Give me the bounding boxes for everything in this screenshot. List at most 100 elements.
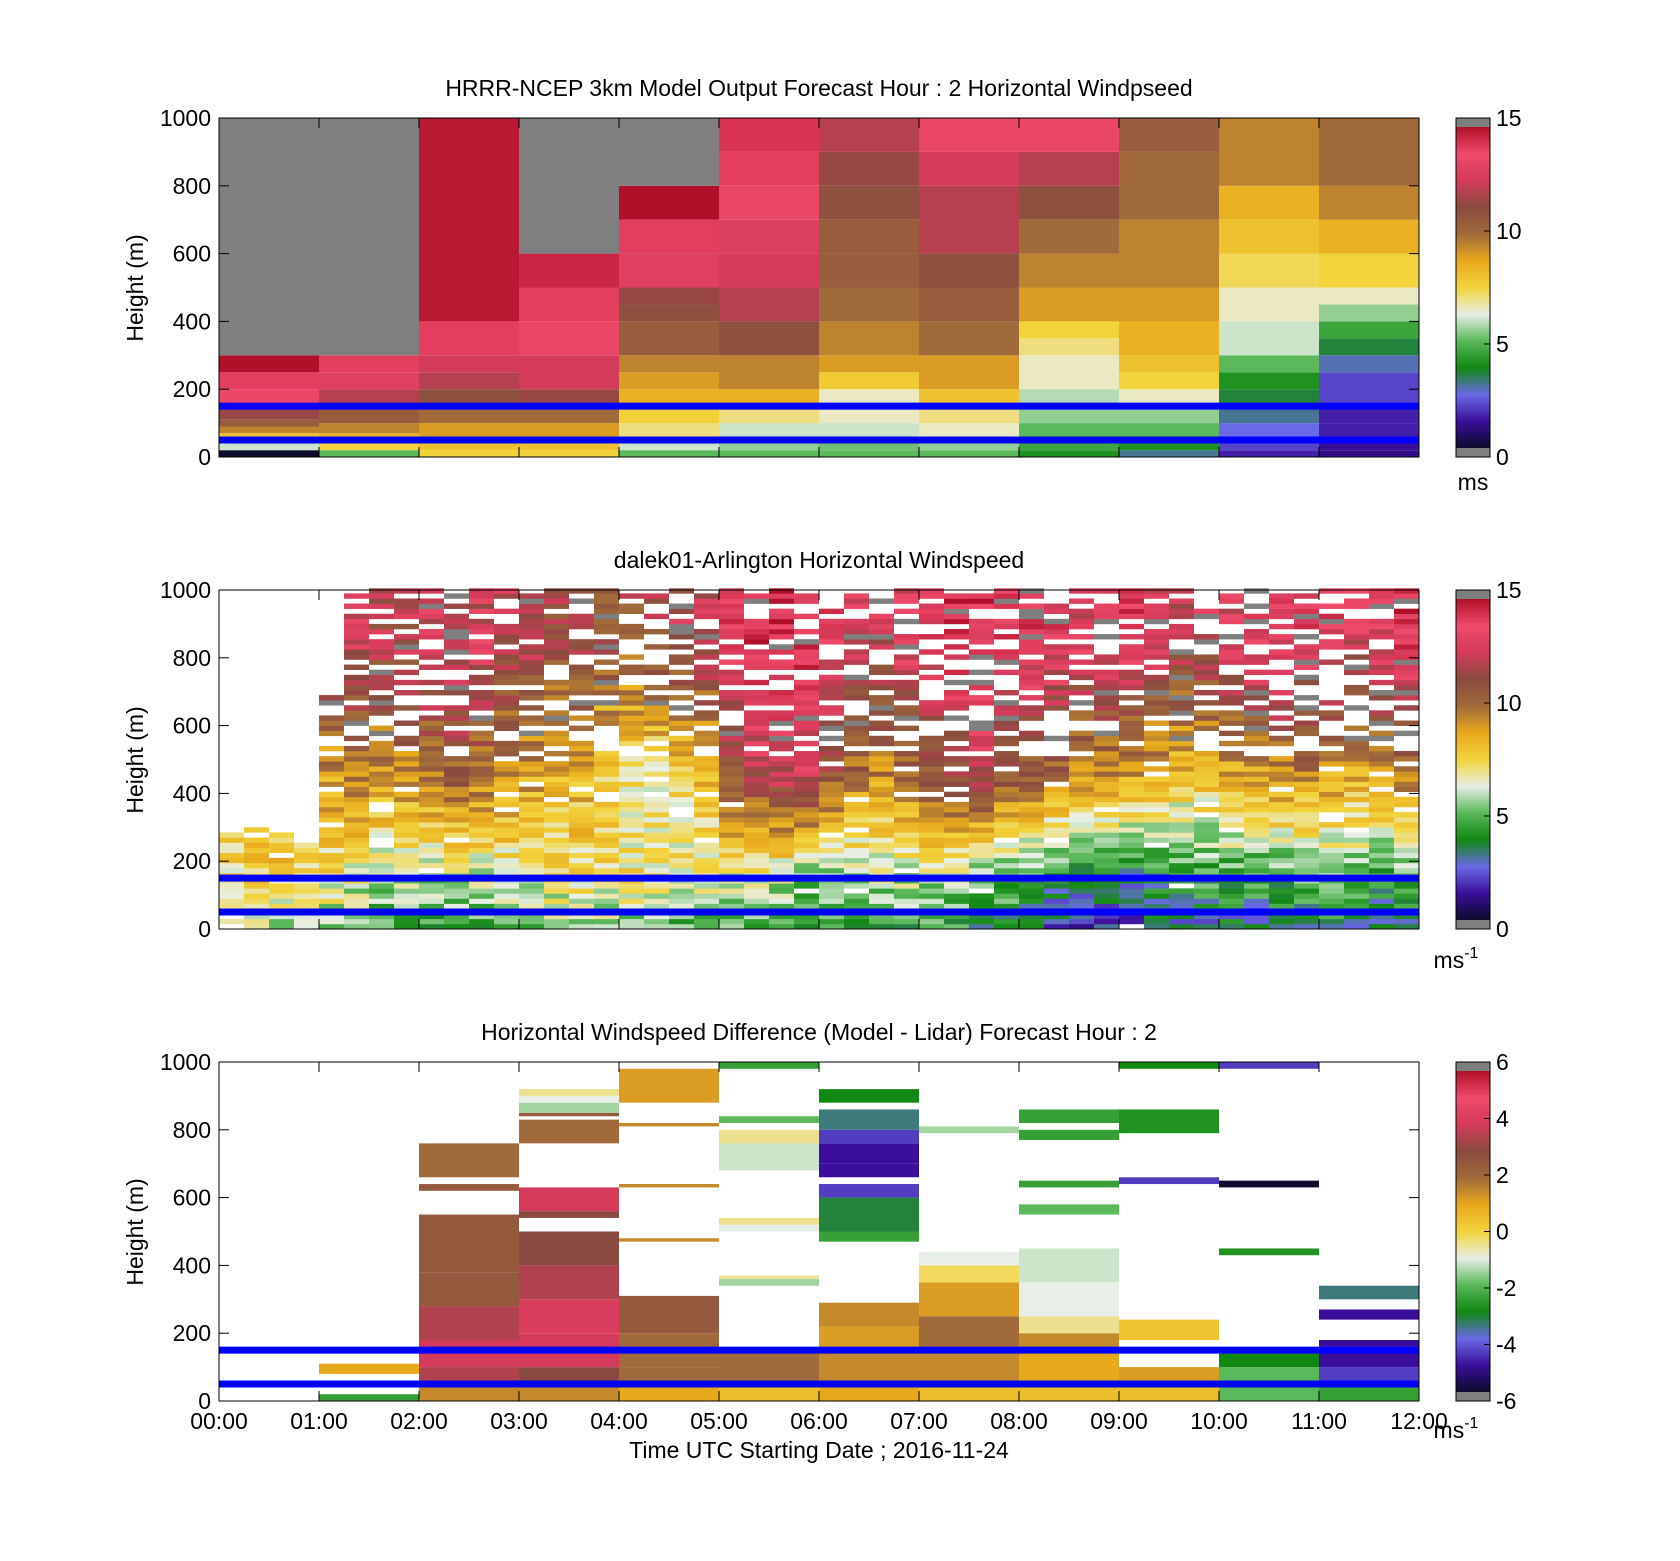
heatmap-cell <box>1094 832 1119 838</box>
heatmap-cell <box>819 684 844 691</box>
heatmap-cell <box>419 888 444 894</box>
heatmap-cell <box>794 649 819 655</box>
heatmap-cell <box>644 715 669 721</box>
heatmap-cell <box>1369 588 1394 594</box>
heatmap-cell <box>919 253 1019 288</box>
heatmap-cell <box>1119 903 1144 909</box>
heatmap-cell <box>794 913 819 920</box>
heatmap-cell <box>1119 603 1144 609</box>
heatmap-cell <box>1069 669 1094 676</box>
heatmap-cell <box>1069 852 1094 859</box>
heatmap-cell <box>669 822 694 828</box>
heatmap-cell <box>1094 751 1119 757</box>
heatmap-cell <box>1194 725 1219 731</box>
heatmap-cell <box>594 649 619 655</box>
heatmap-cell <box>994 715 1019 721</box>
heatmap-cell <box>469 903 494 909</box>
heatmap-cell <box>394 776 419 782</box>
heatmap-cell <box>1319 603 1344 609</box>
heatmap-cell <box>519 674 544 681</box>
heatmap-cell <box>769 786 794 792</box>
heatmap-cell <box>669 603 694 609</box>
heatmap-cell <box>1069 634 1094 640</box>
heatmap-cell <box>1269 822 1294 828</box>
heatmap-cell <box>394 913 419 920</box>
heatmap-cell <box>644 913 669 920</box>
heatmap-cell <box>919 903 944 909</box>
heatmap-cell <box>1319 918 1344 925</box>
heatmap-cell <box>794 822 819 828</box>
heatmap-cell <box>769 628 794 635</box>
heatmap-cell <box>794 725 819 731</box>
heatmap-cell <box>319 893 344 899</box>
heatmap-cell <box>744 817 769 823</box>
heatmap-cell <box>769 634 794 640</box>
heatmap-cell <box>669 588 694 594</box>
heatmap-cell <box>544 639 569 645</box>
heatmap-cell <box>594 781 619 787</box>
heatmap-cell <box>494 664 519 670</box>
heatmap-cell <box>344 806 369 813</box>
heatmap-cell <box>819 1326 919 1351</box>
heatmap-cell <box>1269 735 1294 742</box>
heatmap-cell <box>794 791 819 798</box>
heatmap-cell <box>719 847 744 854</box>
heatmap-cell <box>769 659 794 665</box>
heatmap-cell <box>1044 852 1069 859</box>
heatmap-cell <box>769 852 794 859</box>
heatmap-cell <box>669 634 694 640</box>
heatmap-cell <box>544 852 569 859</box>
heatmap-cell <box>744 857 769 864</box>
heatmap-cell <box>919 1126 1019 1134</box>
heatmap-cell <box>544 634 569 640</box>
heatmap-cell <box>594 674 619 681</box>
heatmap-cell <box>694 613 719 620</box>
heatmap-cell <box>419 588 444 594</box>
heatmap-cell <box>419 812 444 818</box>
heatmap-cell <box>344 618 369 625</box>
heatmap-cell <box>594 883 619 889</box>
heatmap-cell <box>1044 847 1069 854</box>
heatmap-cell <box>1119 918 1144 925</box>
heatmap-cell <box>494 817 519 823</box>
heatmap-cell <box>1094 893 1119 899</box>
heatmap-cell <box>444 628 469 635</box>
colorbar-cap-bottom <box>1456 448 1490 457</box>
heatmap-cell <box>1019 761 1044 767</box>
heatmap-cell <box>919 618 944 625</box>
heatmap-cell <box>1244 639 1269 645</box>
heatmap-cell <box>969 654 994 660</box>
heatmap-cell <box>644 898 669 904</box>
heatmap-cell <box>969 618 994 625</box>
heatmap-cell <box>1294 827 1319 833</box>
heatmap-cell <box>1244 588 1269 594</box>
heatmap-cell <box>419 628 444 635</box>
heatmap-cell <box>619 219 719 254</box>
heatmap-cell <box>1019 287 1119 322</box>
heatmap-cell <box>269 883 294 889</box>
heatmap-cell <box>544 822 569 828</box>
heatmap-cell <box>419 832 444 838</box>
heatmap-cell <box>369 674 394 681</box>
heatmap-cell <box>844 903 869 909</box>
heatmap-cell <box>344 766 369 772</box>
heatmap-cell <box>744 649 769 655</box>
heatmap-cell <box>369 923 394 930</box>
x-tick-label: 01:00 <box>290 1408 348 1434</box>
heatmap-cell <box>1119 588 1144 594</box>
heatmap-cell <box>1269 700 1294 706</box>
heatmap-cell <box>869 766 894 772</box>
heatmap-cell <box>769 806 794 813</box>
heatmap-cell <box>419 321 519 356</box>
heatmap-cell <box>469 695 494 701</box>
heatmap-cell <box>544 695 569 701</box>
heatmap-cell <box>369 847 394 854</box>
heatmap-cell <box>794 796 819 803</box>
heatmap-cell <box>1269 842 1294 848</box>
heatmap-cell <box>644 842 669 848</box>
heatmap-cell <box>769 842 794 848</box>
heatmap-cell <box>794 786 819 792</box>
heatmap-cell <box>519 827 544 833</box>
heatmap-cell <box>1194 715 1219 721</box>
heatmap-cell <box>1119 766 1144 772</box>
